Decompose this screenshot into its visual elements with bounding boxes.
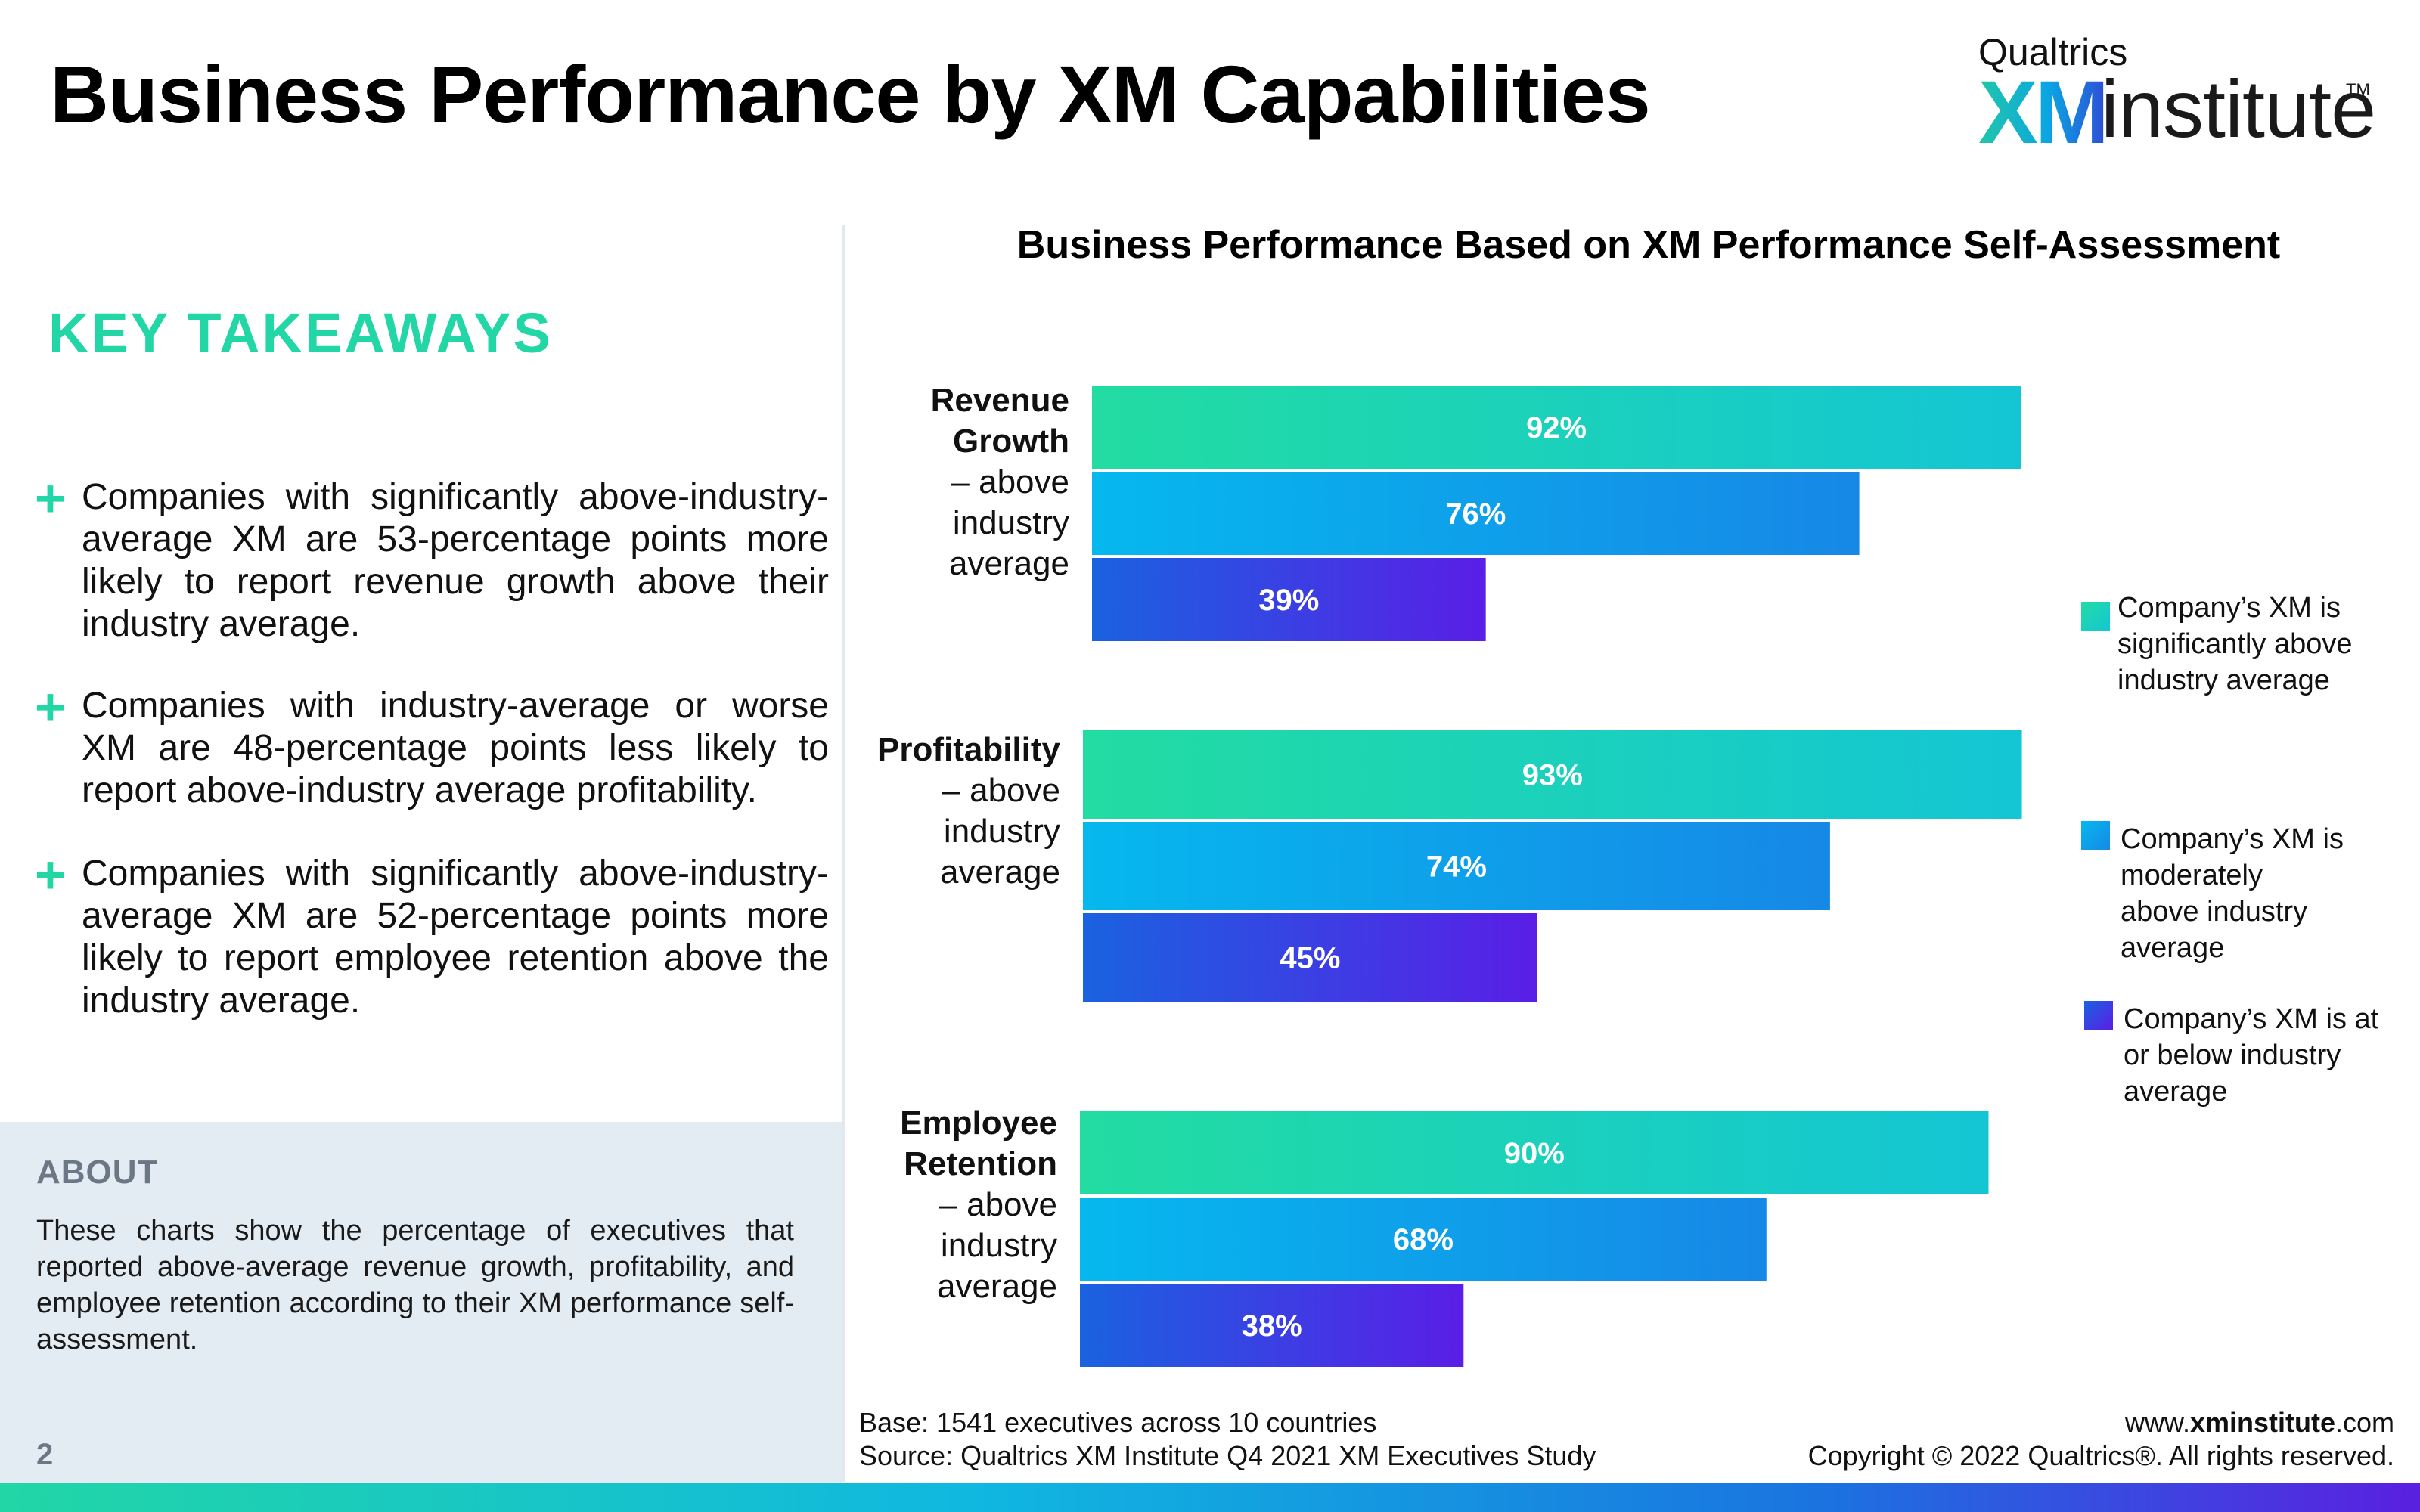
url-domain: xminstitute (2189, 1407, 2335, 1438)
column-divider (842, 225, 845, 1482)
category-label: Employee Retention – above industry average (900, 1105, 1057, 1305)
bar-value-label: 38% (1242, 1309, 1302, 1343)
legend-swatch (2081, 602, 2110, 631)
legend-label: Company’s XM is at or below industry ave… (2124, 1003, 2379, 1108)
bar-value-label: 90% (1504, 1137, 1565, 1170)
copyright-text: Copyright © 2022 Qualtrics®. All rights … (1807, 1440, 2394, 1471)
bar-value-label: 76% (1445, 497, 1506, 531)
bar-2 (1083, 822, 1830, 910)
bar-1 (1083, 730, 2022, 819)
key-takeaways-heading: KEY TAKEAWAYS (48, 302, 553, 364)
legend-swatch (2084, 1001, 2113, 1030)
plus-icon: + (35, 469, 66, 528)
bar-value-label: 39% (1258, 584, 1319, 617)
chart-title: Business Performance Based on XM Perform… (1016, 223, 2281, 267)
footer-base-text: Base: 1541 executives across 10 countrie… (859, 1407, 1377, 1438)
url-prefix: www. (2124, 1407, 2190, 1438)
bar-2 (1092, 472, 1860, 555)
about-heading: ABOUT (36, 1154, 159, 1191)
bar-3 (1080, 1284, 1464, 1367)
legend-label: Company’s XM is significantly above indu… (2118, 592, 2353, 696)
logo-institute-text: institute (2101, 63, 2376, 154)
takeaway-text: Companies with industry-average or worse… (82, 686, 829, 810)
footer-copyright: www.xminstitute.com Copyright © 2022 Qua… (1808, 1406, 2394, 1473)
qualtrics-xm-institute-logo: Qualtrics XM institute TM (1978, 27, 2376, 157)
bar-2 (1080, 1198, 1767, 1281)
footer-website-link[interactable]: www.xminstitute.com (1808, 1406, 2394, 1439)
bar-1 (1092, 386, 2021, 469)
logo-qualtrics-text: Qualtrics (1978, 31, 2128, 73)
takeaway-text: Companies with significantly above-indus… (82, 854, 829, 1021)
bar-value-label: 68% (1393, 1223, 1454, 1256)
url-suffix: .com (2335, 1407, 2394, 1438)
logo-trademark: TM (2346, 80, 2370, 99)
category-label: Revenue Growth – above industry average (931, 382, 1069, 582)
bar-value-label: 74% (1426, 850, 1487, 884)
footer-source: Base: 1541 executives across 10 countrie… (859, 1406, 1596, 1473)
gradient-bottom-bar (0, 1483, 2420, 1512)
footer-source-text: Source: Qualtrics XM Institute Q4 2021 X… (859, 1440, 1596, 1471)
legend-label: Company’s XM is moderately above industr… (2121, 823, 2344, 964)
bar-chart: Revenue Growth – above industry average 92% 76… (877, 382, 2022, 1367)
bar-value-label: 93% (1522, 759, 1583, 792)
bar-1 (1080, 1111, 1989, 1194)
bar-3 (1083, 913, 1537, 1002)
bar-value-label: 92% (1526, 411, 1587, 445)
category-label: Profitability – above industry average (877, 731, 1061, 891)
plus-icon: + (35, 845, 66, 904)
bar-3 (1092, 558, 1486, 641)
plus-icon: + (35, 677, 66, 736)
about-text: These charts show the percentage of exec… (36, 1215, 794, 1356)
takeaway-text: Companies with significantly above-indus… (82, 477, 829, 644)
about-panel (0, 1122, 842, 1483)
page-title: Business Performance by XM Capabilities (50, 48, 1651, 140)
logo-xm-text: XM (1978, 63, 2109, 163)
legend-swatch (2081, 821, 2110, 850)
bar-value-label: 45% (1280, 942, 1340, 975)
page-number: 2 (36, 1438, 54, 1471)
